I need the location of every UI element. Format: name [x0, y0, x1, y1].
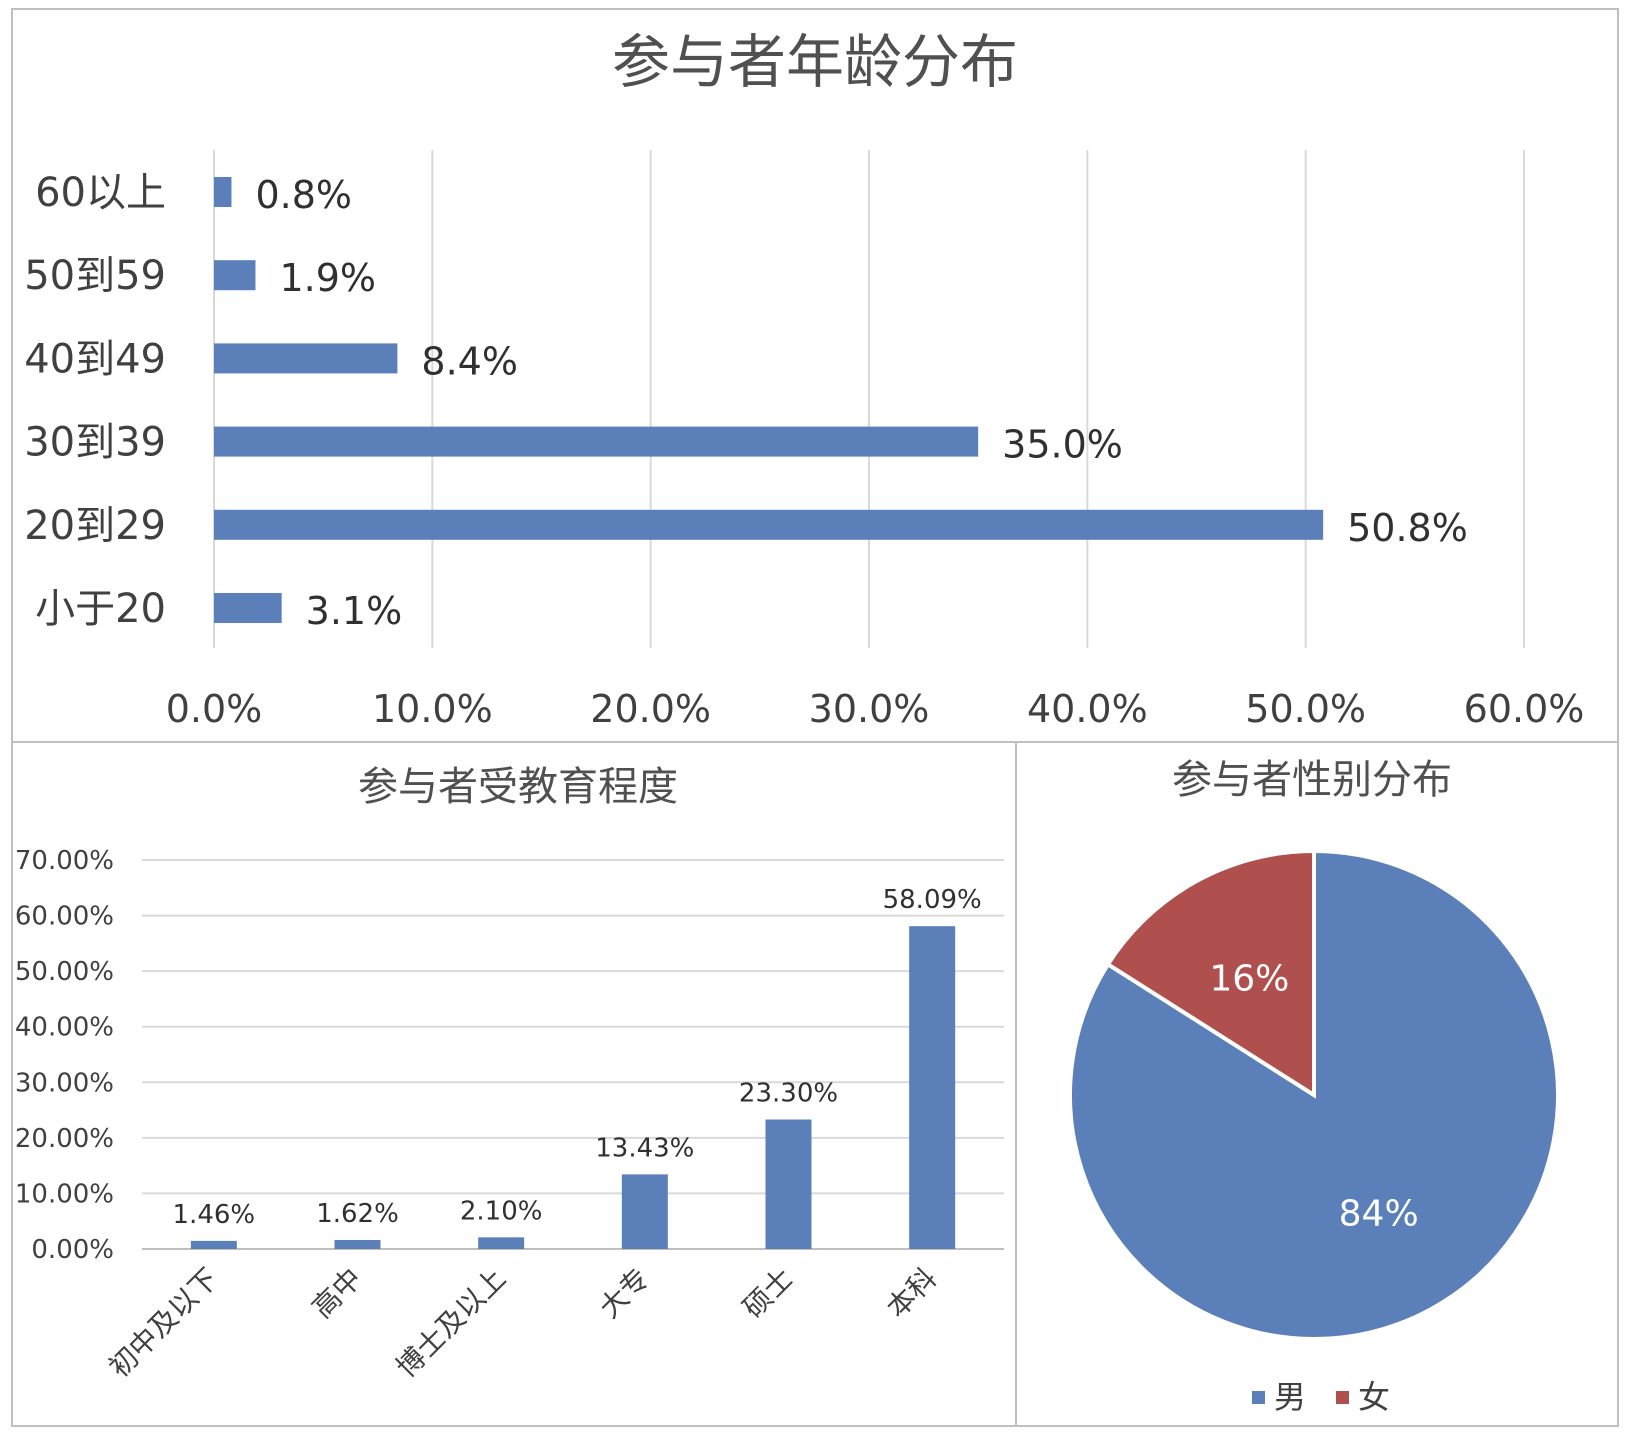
edu-value-label: 23.30%	[739, 1079, 838, 1109]
age-value-label: 35.0%	[1002, 423, 1123, 467]
edu-y-tick-label: 20.00%	[15, 1124, 114, 1154]
legend-label: 男	[1274, 1378, 1306, 1416]
edu-bar	[621, 1174, 668, 1249]
edu-y-tick-label: 0.00%	[31, 1235, 114, 1265]
age-x-tick-label: 60.0%	[1464, 687, 1585, 731]
age-x-tick-label: 50.0%	[1245, 687, 1366, 731]
age-x-tick-label: 20.0%	[590, 687, 711, 731]
age-bar	[214, 343, 398, 374]
age-category-label: 60以上	[35, 170, 166, 216]
edu-bar	[909, 926, 956, 1249]
gender-chart-title: 参与者性别分布	[1172, 757, 1452, 803]
age-x-tick-label: 0.0%	[166, 687, 263, 731]
age-value-label: 1.9%	[279, 256, 376, 300]
age-bar	[214, 509, 1324, 540]
edu-category-label: 高中	[306, 1262, 369, 1325]
age-value-label: 50.8%	[1347, 506, 1468, 550]
edu-value-label: 2.10%	[460, 1196, 543, 1226]
age-x-tick-label: 40.0%	[1027, 687, 1148, 731]
edu-bar	[765, 1119, 812, 1249]
age-category-label: 40到49	[24, 336, 166, 382]
pie-value-label: 84%	[1339, 1194, 1419, 1235]
age-bar	[214, 260, 256, 291]
legend-label: 女	[1358, 1378, 1390, 1416]
pie-value-label: 16%	[1209, 958, 1289, 999]
edu-category-label: 本科	[880, 1262, 943, 1325]
age-bar	[214, 593, 282, 623]
edu-y-tick-label: 30.00%	[15, 1068, 114, 1098]
age-chart-panel	[11, 8, 1619, 743]
edu-value-label: 1.62%	[316, 1199, 399, 1229]
edu-bar	[478, 1237, 525, 1249]
edu-y-tick-label: 10.00%	[15, 1179, 114, 1209]
gender-pie-chart: 84% 16%	[1068, 848, 1560, 1341]
age-category-label: 50到59	[24, 253, 166, 299]
edu-category-label: 大专	[593, 1262, 656, 1325]
pie-slice	[1105, 848, 1316, 1099]
edu-category-label: 博士及以上	[390, 1262, 512, 1384]
gender-legend: 男女	[1252, 1378, 1390, 1416]
age-value-label: 0.8%	[255, 173, 352, 217]
edu-category-label: 初中及以下	[102, 1262, 224, 1384]
gender-chart-panel	[1015, 741, 1619, 1427]
age-category-label: 30到39	[24, 420, 166, 466]
age-bar	[214, 177, 232, 207]
education-bar-chart: 0.00% 10.00% 20.00% 30.00% 40.00% 50.00% 60.00…	[15, 846, 1004, 1384]
age-x-tick-label: 10.0%	[372, 687, 493, 731]
edu-category-label: 硕士	[737, 1262, 800, 1325]
edu-bar	[190, 1240, 237, 1249]
education-chart-title: 参与者受教育程度	[358, 764, 678, 810]
age-value-label: 8.4%	[421, 339, 518, 383]
edu-value-label: 58.09%	[883, 885, 982, 915]
legend-swatch	[1252, 1391, 1265, 1404]
edu-value-label: 13.43%	[595, 1133, 694, 1163]
edu-y-tick-label: 70.00%	[15, 846, 114, 876]
edu-y-tick-label: 50.00%	[15, 957, 114, 987]
edu-value-label: 1.46%	[173, 1200, 256, 1230]
edu-y-tick-label: 60.00%	[15, 902, 114, 932]
age-bar-chart: 0.0% 10.0% 20.0% 30.0% 40.0% 50.0% 60.0% 60以上 0.…	[24, 150, 1584, 731]
legend-swatch	[1336, 1391, 1349, 1404]
age-chart-title: 参与者年龄分布	[612, 28, 1018, 96]
edu-bar	[334, 1239, 381, 1249]
age-x-tick-label: 30.0%	[809, 687, 930, 731]
age-value-label: 3.1%	[306, 589, 403, 633]
edu-y-tick-label: 40.00%	[15, 1013, 114, 1043]
age-category-label: 小于20	[35, 586, 166, 632]
age-bar	[214, 426, 979, 457]
age-category-label: 20到29	[24, 503, 166, 549]
